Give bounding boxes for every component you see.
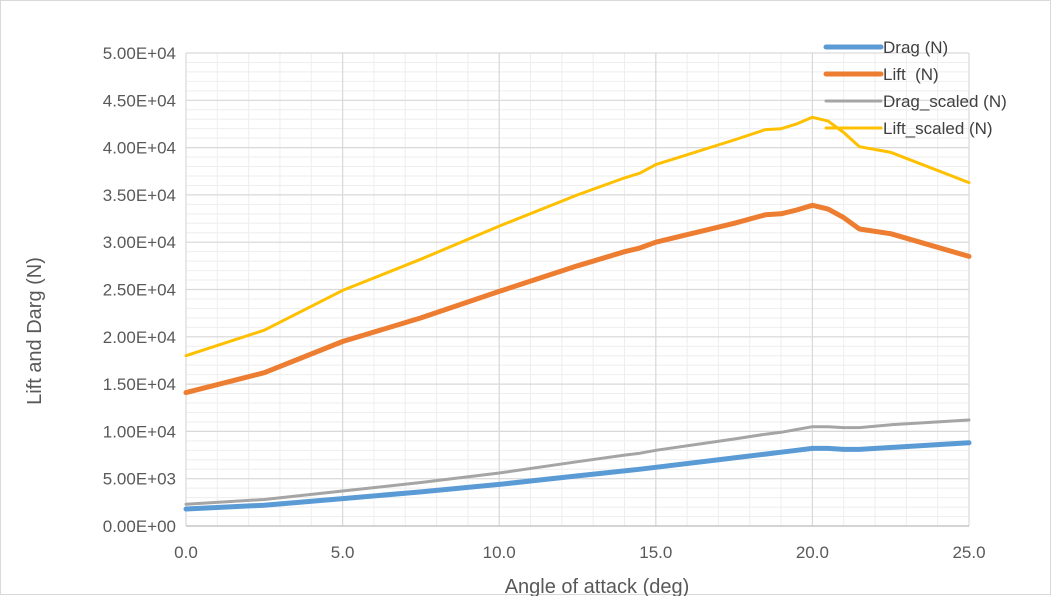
y-tick-label: 0.00E+00: [103, 517, 176, 536]
x-tick-label: 20.0: [796, 543, 829, 562]
x-tick-label: 15.0: [639, 543, 672, 562]
y-tick-label: 2.50E+04: [103, 281, 176, 300]
series-line-1: [183, 440, 972, 512]
y-tick-label: 3.00E+04: [103, 233, 176, 252]
x-tick-label: 5.0: [331, 543, 355, 562]
y-tick-label: 1.00E+04: [103, 422, 176, 441]
x-tick-label: 10.0: [483, 543, 516, 562]
y-tick-label: 5.00E+04: [103, 44, 176, 63]
series-line-4: [184, 115, 971, 358]
x-axis-title: Angle of attack (deg): [505, 576, 690, 596]
y-tick-label: 2.00E+04: [103, 328, 176, 347]
series-line-2: [183, 202, 972, 396]
y-axis-title: Lift and Darg (N): [24, 257, 46, 405]
series-line-3: [184, 418, 971, 506]
x-tick-label: 25.0: [952, 543, 985, 562]
series-lines: [183, 115, 972, 512]
legend-label: Lift (N): [883, 65, 939, 84]
major-grid: [185, 52, 970, 527]
x-axis-tick-labels: 0.0 5.0 10.0 15.0 20.0 25.0: [174, 543, 985, 562]
legend: Drag (N) Lift (N) Drag_scaled (N) Lift_scal…: [823, 38, 1007, 138]
legend-label: Lift_scaled (N): [883, 119, 993, 138]
y-axis-tick-labels: 0.00E+00 5.00E+03 1.00E+04 1.50E+04 2.00E+04…: [103, 44, 176, 536]
y-tick-label: 1.50E+04: [103, 375, 176, 394]
y-tick-label: 4.00E+04: [103, 139, 176, 158]
y-tick-label: 5.00E+03: [103, 470, 176, 489]
legend-label: Drag_scaled (N): [883, 92, 1007, 111]
y-tick-label: 4.50E+04: [103, 91, 176, 110]
legend-label: Drag (N): [883, 38, 948, 57]
y-tick-label: 3.50E+04: [103, 186, 176, 205]
x-tick-label: 0.0: [174, 543, 198, 562]
